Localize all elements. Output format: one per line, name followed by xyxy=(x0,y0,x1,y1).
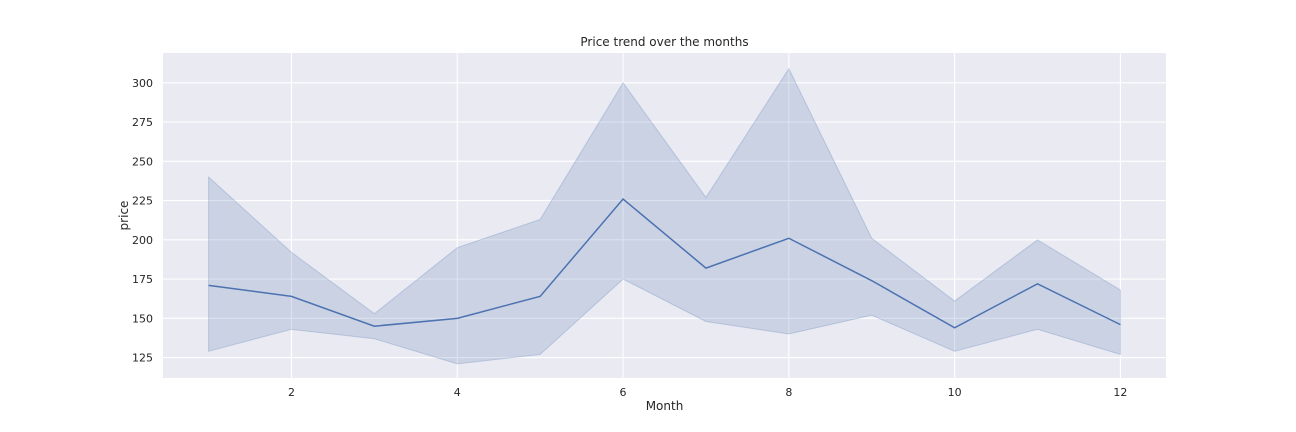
y-tick-label: 275 xyxy=(132,116,153,129)
series-line xyxy=(208,197,1121,329)
x-tick-label: 10 xyxy=(948,386,962,399)
y-tick-label: 200 xyxy=(132,234,153,247)
x-tick-label: 8 xyxy=(785,386,792,399)
y-tick-label: 250 xyxy=(132,155,153,168)
x-tick-label: 12 xyxy=(1113,386,1127,399)
chart-title: Price trend over the months xyxy=(580,35,748,49)
y-tick-label: 125 xyxy=(132,352,153,365)
x-tick-label: 2 xyxy=(288,386,295,399)
x-axis-label: Month xyxy=(646,399,684,413)
y-tick-label: 150 xyxy=(132,312,153,325)
tick-labels: 2 4 6 8 10 12 125 150 175 200 225 250 275 300 xyxy=(132,77,1127,399)
plot-area xyxy=(163,53,1166,378)
y-tick-label: 300 xyxy=(132,77,153,90)
grid-lines xyxy=(163,53,1166,378)
y-axis-label: price xyxy=(117,201,131,231)
y-tick-label: 175 xyxy=(132,273,153,286)
y-tick-label: 225 xyxy=(132,195,153,208)
x-tick-label: 4 xyxy=(454,386,461,399)
x-tick-label: 6 xyxy=(620,386,627,399)
chart-marks xyxy=(208,67,1121,365)
confidence-band xyxy=(208,67,1121,365)
